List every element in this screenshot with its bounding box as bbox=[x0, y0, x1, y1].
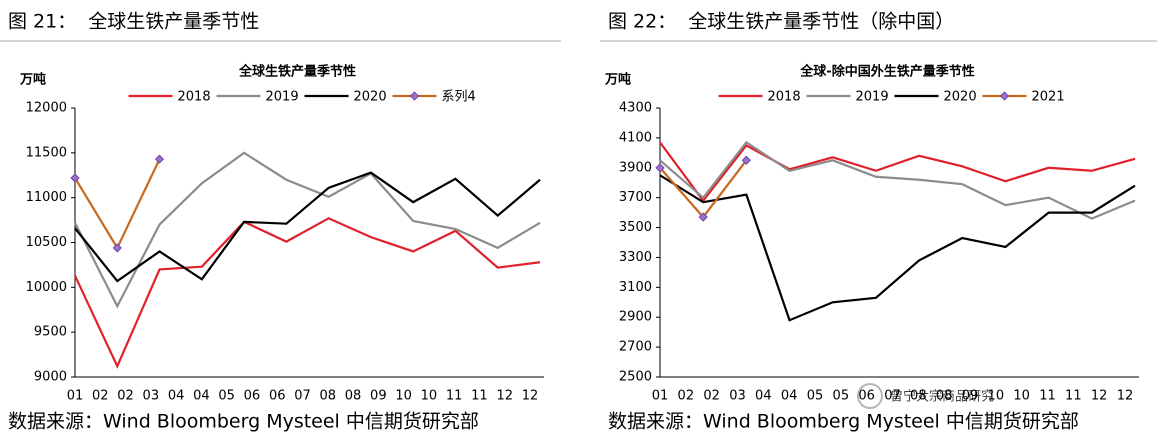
x-tick-label: 02 bbox=[117, 389, 134, 404]
x-tick-label: 11 bbox=[1065, 389, 1082, 404]
x-tick-label: 05 bbox=[807, 389, 824, 404]
series-line bbox=[659, 159, 748, 219]
x-tick-label: 05 bbox=[833, 389, 850, 404]
series-line bbox=[659, 174, 1136, 322]
x-tick-label: 12 bbox=[1117, 389, 1134, 404]
point-marker bbox=[154, 154, 165, 164]
series-line bbox=[74, 171, 541, 283]
y-tick-label: 12000 bbox=[26, 101, 67, 116]
y-tick-label: 11000 bbox=[26, 190, 67, 205]
point-marker bbox=[698, 212, 708, 222]
y-tick-label: 10000 bbox=[26, 280, 67, 295]
legend-label: 2019 bbox=[266, 90, 299, 105]
watermark-icon bbox=[857, 383, 883, 409]
x-tick-label: 12 bbox=[1091, 389, 1108, 404]
x-tick-label: 06 bbox=[858, 389, 875, 404]
source-note: 数据来源：Wind Bloomberg Mysteel 中信期货研究部 bbox=[608, 411, 1079, 433]
legend-label: 2020 bbox=[944, 90, 977, 105]
x-tick-label: 10 bbox=[1013, 389, 1030, 404]
x-tick-label: 08 bbox=[936, 389, 953, 404]
x-tick-label: 01 bbox=[652, 389, 669, 404]
x-tick-label: 06 bbox=[244, 389, 261, 404]
y-tick-label: 3900 bbox=[619, 160, 652, 175]
y-tick-label: 3100 bbox=[619, 280, 652, 295]
legend-label: 系列4 bbox=[442, 90, 476, 105]
x-tick-label: 04 bbox=[193, 389, 210, 404]
x-tick-label: 12 bbox=[496, 389, 513, 404]
series-line bbox=[74, 151, 541, 309]
y-unit: 万吨 bbox=[604, 72, 631, 88]
figure-title: 图 22： 全球生铁产量季节性（除中国） bbox=[608, 11, 954, 33]
legend-label: 2019 bbox=[856, 90, 889, 105]
x-tick-label: 06 bbox=[269, 389, 286, 404]
x-tick-label: 07 bbox=[294, 389, 311, 404]
x-tick-label: 09 bbox=[962, 389, 979, 404]
point-marker bbox=[741, 155, 751, 165]
legend-label: 2018 bbox=[768, 90, 801, 105]
y-tick-label: 3300 bbox=[619, 250, 652, 265]
point-marker bbox=[655, 163, 665, 173]
y-unit: 万吨 bbox=[19, 72, 46, 88]
legend-label: 2021 bbox=[1032, 90, 1065, 105]
x-tick-label: 11 bbox=[471, 389, 488, 404]
x-tick-label: 10 bbox=[421, 389, 438, 404]
y-tick-label: 2500 bbox=[619, 370, 652, 385]
series-line bbox=[659, 141, 1136, 203]
legend-label: 2020 bbox=[354, 90, 387, 105]
y-tick-label: 11500 bbox=[26, 145, 67, 160]
point-marker bbox=[70, 173, 80, 183]
series-line bbox=[74, 217, 541, 369]
x-tick-label: 01 bbox=[67, 389, 84, 404]
x-tick-label: 05 bbox=[218, 389, 235, 404]
x-tick-label: 07 bbox=[884, 389, 901, 404]
x-tick-label: 04 bbox=[168, 389, 185, 404]
y-tick-label: 3700 bbox=[619, 190, 652, 205]
legend-label: 2018 bbox=[178, 90, 211, 105]
x-tick-label: 08 bbox=[345, 389, 362, 404]
y-tick-label: 9500 bbox=[34, 325, 67, 340]
x-tick-label: 11 bbox=[1039, 389, 1056, 404]
x-tick-label: 08 bbox=[910, 389, 927, 404]
chart-title: 全球生铁产量季节性 bbox=[238, 64, 356, 80]
legend-marker bbox=[409, 91, 420, 101]
source-note: 数据来源：Wind Bloomberg Mysteel 中信期货研究部 bbox=[8, 411, 479, 433]
y-tick-label: 10500 bbox=[26, 235, 67, 250]
x-tick-label: 02 bbox=[703, 389, 720, 404]
y-tick-label: 9000 bbox=[34, 370, 67, 385]
y-tick-label: 2900 bbox=[619, 310, 652, 325]
x-tick-label: 03 bbox=[729, 389, 746, 404]
x-tick-label: 08 bbox=[320, 389, 337, 404]
x-tick-label: 12 bbox=[522, 389, 539, 404]
y-tick-label: 3500 bbox=[619, 220, 652, 235]
x-tick-label: 11 bbox=[446, 389, 463, 404]
x-tick-label: 02 bbox=[678, 389, 695, 404]
x-tick-label: 09 bbox=[370, 389, 387, 404]
x-tick-label: 04 bbox=[755, 389, 772, 404]
series-line bbox=[74, 158, 161, 251]
watermark: 曾宁大宗商品研究 bbox=[890, 389, 994, 405]
chart-title: 全球-除中国外生铁产量季节性 bbox=[799, 64, 974, 80]
y-tick-label: 4300 bbox=[619, 101, 652, 116]
y-tick-label: 4100 bbox=[619, 130, 652, 145]
figure-title: 图 21： 全球生铁产量季节性 bbox=[8, 11, 259, 33]
legend-marker bbox=[999, 91, 1010, 101]
x-tick-label: 03 bbox=[143, 389, 160, 404]
x-tick-label: 02 bbox=[92, 389, 109, 404]
y-tick-label: 2700 bbox=[619, 340, 652, 355]
x-tick-label: 10 bbox=[395, 389, 412, 404]
x-tick-label: 10 bbox=[988, 389, 1005, 404]
series-line bbox=[659, 140, 1136, 220]
x-tick-label: 04 bbox=[781, 389, 798, 404]
point-marker bbox=[112, 243, 122, 253]
